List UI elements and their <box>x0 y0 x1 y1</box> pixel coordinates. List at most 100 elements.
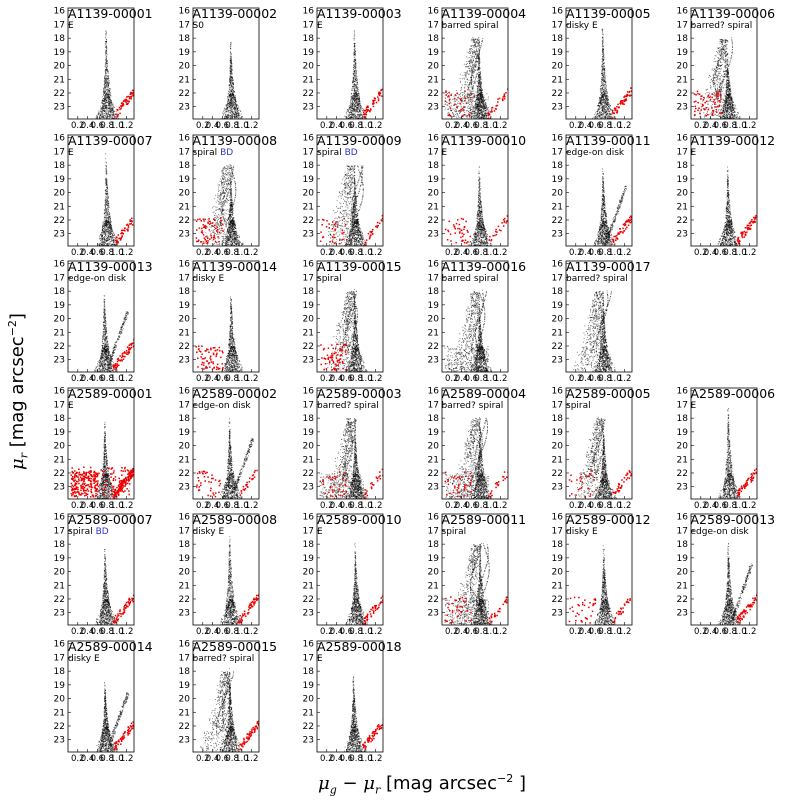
data-point <box>465 116 467 117</box>
data-point <box>602 44 604 45</box>
data-point <box>229 58 231 60</box>
data-point <box>476 107 478 109</box>
data-point <box>468 89 470 91</box>
data-point <box>600 81 602 82</box>
data-point <box>466 96 468 98</box>
data-point <box>478 65 480 67</box>
y-tick-label: 22 <box>552 89 563 99</box>
data-point <box>227 100 229 102</box>
data-point <box>229 58 231 60</box>
data-point <box>477 58 479 60</box>
data-point <box>230 100 232 102</box>
data-point <box>602 102 604 104</box>
data-point <box>474 39 476 41</box>
data-point <box>477 45 479 47</box>
data-point <box>475 60 477 62</box>
data-point <box>349 107 351 109</box>
data-point <box>476 112 478 114</box>
data-point <box>487 107 489 109</box>
data-point <box>477 67 479 69</box>
data-point <box>475 59 477 61</box>
data-point <box>467 52 469 54</box>
data-point <box>607 104 608 105</box>
data-point <box>474 44 476 46</box>
data-point <box>471 44 473 46</box>
data-point <box>354 53 356 55</box>
masked-point <box>136 89 138 91</box>
data-point <box>471 114 473 116</box>
data-point <box>104 78 106 80</box>
data-point <box>477 82 479 84</box>
data-point <box>480 82 482 83</box>
data-point <box>477 42 479 44</box>
data-point <box>457 114 458 116</box>
data-point <box>484 108 486 110</box>
data-point <box>471 66 473 68</box>
data-point <box>228 77 230 79</box>
data-point <box>347 115 349 117</box>
data-point <box>475 115 477 116</box>
axes-frame <box>441 7 508 120</box>
data-point <box>602 57 604 59</box>
data-point <box>107 97 109 99</box>
data-point <box>222 110 224 112</box>
data-point <box>353 65 355 66</box>
data-point <box>482 103 484 105</box>
data-point <box>104 89 106 91</box>
data-point <box>110 100 112 102</box>
data-point <box>471 61 473 63</box>
data-point <box>229 64 231 66</box>
data-point <box>353 93 355 95</box>
data-point <box>234 95 236 97</box>
data-point <box>478 97 480 99</box>
data-point <box>605 87 607 89</box>
data-point <box>444 107 446 109</box>
data-point <box>104 90 106 92</box>
data-point <box>351 88 353 90</box>
data-point <box>350 95 352 97</box>
data-point <box>487 115 489 117</box>
data-point <box>596 116 598 118</box>
masked-point <box>127 102 129 105</box>
data-point <box>448 96 450 98</box>
data-point <box>460 115 462 117</box>
data-point <box>102 109 104 111</box>
data-point <box>106 75 107 76</box>
data-point <box>607 103 608 105</box>
data-point <box>478 80 480 82</box>
data-point <box>235 116 237 117</box>
data-point <box>473 69 475 71</box>
data-point <box>458 117 460 118</box>
data-point <box>601 113 603 115</box>
data-point <box>463 112 465 113</box>
data-point <box>465 103 466 105</box>
masked-point <box>634 86 636 88</box>
data-point <box>464 74 466 76</box>
data-point <box>355 73 357 75</box>
data-point <box>481 114 483 116</box>
data-point <box>353 61 355 62</box>
data-point <box>603 99 605 100</box>
data-point <box>474 58 476 60</box>
data-point <box>352 82 354 84</box>
data-point <box>474 116 476 118</box>
data-point <box>475 48 477 50</box>
data-point <box>103 105 105 107</box>
data-point <box>229 103 230 105</box>
data-point <box>230 108 232 110</box>
x-tick-label: 1.2 <box>120 121 134 131</box>
data-point <box>358 113 360 115</box>
data-point <box>459 80 461 82</box>
masked-point <box>379 92 381 95</box>
data-point <box>478 84 480 86</box>
masked-point <box>503 94 505 96</box>
data-point <box>596 110 598 112</box>
data-point <box>228 70 230 72</box>
data-point <box>350 112 352 113</box>
data-point <box>99 115 101 116</box>
masked-point <box>453 97 455 100</box>
data-point <box>480 106 482 108</box>
data-point <box>361 107 363 109</box>
masked-point <box>487 112 490 115</box>
data-point <box>236 111 238 113</box>
